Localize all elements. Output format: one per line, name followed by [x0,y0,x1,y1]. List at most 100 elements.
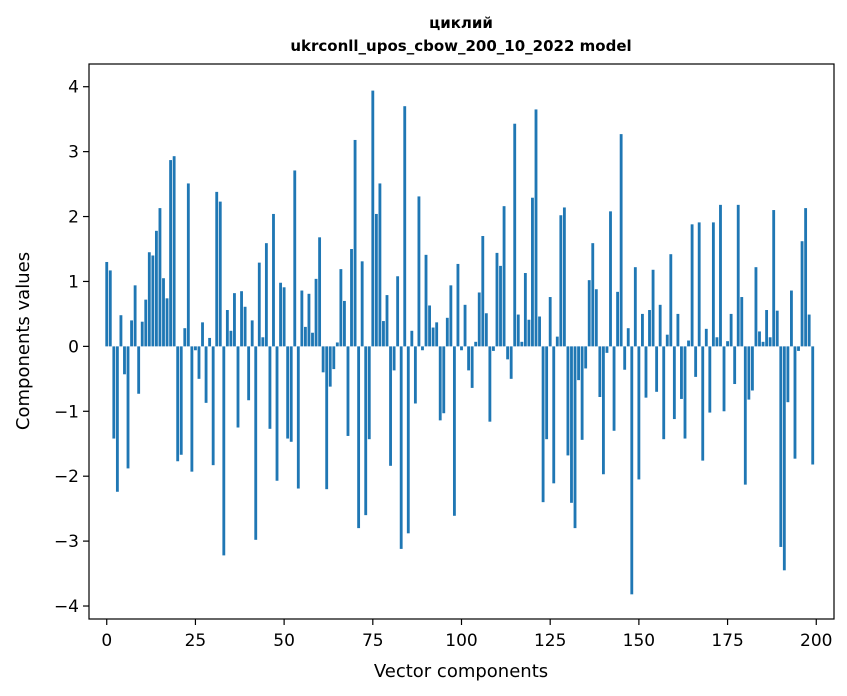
bar-80 [389,346,392,466]
bar-152 [644,346,648,398]
bar-81 [392,346,396,371]
bar-23 [186,183,190,347]
bar-14 [154,230,158,347]
bar-7 [130,320,133,347]
bar-102 [467,346,471,371]
bar-135 [584,346,588,369]
bar-4 [119,315,123,347]
bar-56 [303,326,307,347]
bar-106 [481,236,485,347]
bar-75 [371,90,375,347]
bar-163 [683,346,687,439]
y-tick-label: −3 [54,532,79,552]
chart-title-line-1: циклий [429,14,493,32]
bar-186 [765,310,769,347]
bar-158 [665,334,669,347]
bar-70 [353,139,357,347]
bar-144 [616,291,620,347]
bar-125 [548,297,552,347]
bar-58 [311,332,314,347]
bar-116 [516,314,520,347]
bar-172 [715,337,719,347]
bar-42 [254,346,258,540]
bar-10 [140,321,144,347]
bar-160 [672,346,676,420]
bar-115 [513,123,517,347]
bar-97 [449,285,453,347]
bar-27 [201,322,204,347]
bar-40 [247,346,251,401]
bar-182 [750,346,754,391]
bar-26 [197,346,201,379]
bar-130 [566,346,570,456]
bar-155 [655,346,659,392]
x-axis-ticks: 0 25 50 75 100 125 150 175 200 [101,619,832,651]
bar-21 [179,346,183,455]
bar-150 [637,346,641,480]
x-tick-label: 100 [445,631,477,651]
bar-181 [747,346,751,400]
x-tick-label: 0 [101,631,112,651]
bar-167 [697,222,701,347]
y-tick-label: 2 [68,208,79,228]
bar-169 [704,328,708,347]
bar-63 [328,346,332,387]
bar-121 [534,109,538,347]
bar-73 [364,346,368,516]
bar-60 [318,237,322,347]
bar-147 [626,328,630,347]
y-tick-label: −4 [54,597,79,617]
bar-94 [438,346,442,421]
bar-170 [708,346,712,413]
bar-3 [115,346,119,492]
bar-109 [492,346,495,351]
bar-43 [257,262,261,347]
bar-185 [761,341,765,347]
bar-89 [421,346,424,351]
bar-5 [123,346,126,375]
bar-59 [314,278,318,347]
bar-191 [782,346,786,571]
y-tick-label: 3 [68,143,79,163]
bar-65 [335,342,339,347]
plot-area-frame [88,63,835,620]
bar-37 [236,346,240,428]
bar-92 [431,327,435,347]
bar-171 [711,222,715,347]
bar-117 [520,341,524,347]
bar-199 [811,346,815,465]
bar-175 [726,341,729,347]
bar-143 [612,346,616,431]
bar-51 [286,346,290,439]
bar-119 [527,319,531,347]
bar-98 [452,346,456,516]
bar-2 [112,346,116,439]
bar-120 [531,197,534,347]
x-tick-label: 150 [623,631,655,651]
bar-114 [509,346,513,379]
bar-66 [339,269,343,347]
bar-41 [250,320,254,347]
bar-151 [641,313,644,347]
y-tick-label: 0 [68,337,79,357]
x-tick-label: 125 [534,631,566,651]
bar-176 [729,313,733,347]
bar-105 [477,292,481,347]
bar-99 [456,263,460,347]
bar-49 [279,282,282,347]
bar-131 [570,346,573,503]
bar-13 [151,255,155,347]
bar-44 [261,337,265,347]
bar-133 [577,346,580,381]
bar-91 [428,305,431,347]
bar-0 [105,261,109,347]
bar-178 [736,204,740,347]
bar-15 [158,208,162,347]
bar-107 [484,313,488,347]
chart-title-line-2: ukrconll_upos_cbow_200_10_2022 model [290,37,631,55]
bar-61 [321,346,325,373]
bar-38 [240,291,243,347]
bar-96 [445,317,449,347]
x-tick-label: 75 [362,631,384,651]
bar-95 [442,346,446,414]
